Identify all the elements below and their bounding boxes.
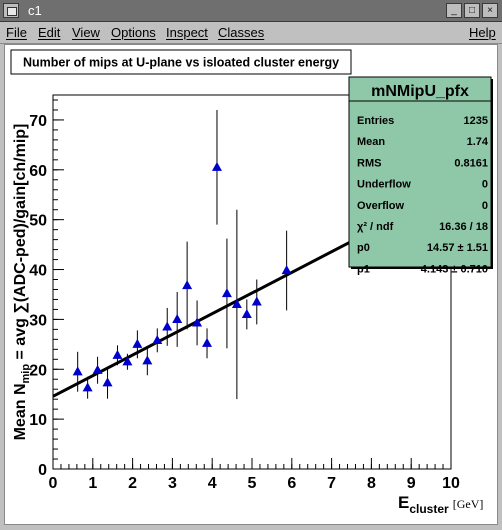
menu-file[interactable]: File: [6, 25, 27, 40]
x-tick-label: 2: [128, 475, 137, 492]
x-tick-label: 7: [327, 475, 336, 492]
x-tick-label: 3: [168, 475, 177, 492]
data-point-marker: [142, 355, 153, 365]
stats-row-label: Mean: [357, 136, 385, 148]
y-tick-label: 30: [29, 312, 47, 329]
menu-view[interactable]: View: [72, 25, 100, 40]
data-point-marker: [102, 377, 113, 387]
stats-title: mNMipU_pfx: [371, 83, 469, 100]
data-point-marker: [241, 309, 252, 319]
window-title: c1: [28, 3, 42, 18]
stats-box-body: [348, 76, 492, 268]
x-axis-label: Ecluster [GeV]: [398, 493, 483, 516]
stats-row-label: p1: [357, 263, 370, 275]
data-point-marker: [172, 314, 183, 323]
plot-canvas[interactable]: Number of mips at U-plane vs isloated cl…: [4, 44, 498, 525]
x-label-sub: cluster: [409, 502, 449, 516]
stats-row-value: 0: [482, 200, 488, 212]
stats-row-value: 0.8161: [454, 157, 488, 169]
data-point-marker: [162, 321, 173, 331]
y-tick-label: 10: [29, 412, 47, 429]
x-tick-label: 4: [208, 475, 217, 492]
data-points: [72, 109, 292, 400]
data-point-marker: [152, 334, 163, 344]
menu-bar: File Edit View Options Inspect Classes H…: [0, 22, 502, 44]
window-menu-icon[interactable]: [3, 3, 19, 18]
data-point-marker: [122, 356, 133, 366]
close-button[interactable]: ×: [482, 3, 498, 18]
x-tick-label: 6: [287, 475, 296, 492]
data-point-marker: [281, 265, 292, 275]
x-tick-label: 10: [442, 475, 460, 492]
stats-row-value: 16.36 / 18: [439, 221, 488, 233]
menu-inspect[interactable]: Inspect: [166, 25, 208, 40]
title-box: [10, 49, 352, 75]
window-titlebar: c1 _ □ ×: [0, 0, 502, 22]
y-label-post: = avg ∑(ADC-ped)/gain[ch/mip]: [12, 124, 29, 364]
y-tick-label: 50: [29, 213, 47, 230]
chart-svg: Number of mips at U-plane vs isloated cl…: [10, 49, 493, 516]
x-tick-label: 9: [407, 475, 416, 492]
x-label-main: E: [398, 493, 409, 512]
stats-row-value: 4.143 ± 0.710: [421, 263, 488, 275]
data-point-marker: [202, 337, 213, 347]
stats-row-label: Entries: [357, 115, 394, 127]
stats-row-label: RMS: [357, 157, 381, 169]
data-point-marker: [132, 338, 143, 348]
data-point-marker: [231, 299, 242, 309]
stats-row-label: χ² / ndf: [357, 221, 394, 233]
stats-rows: Entries 1235 Mean 1.74 RMS 0.8161 Underflow 0 Ov…: [357, 115, 489, 275]
x-tick-label: 5: [248, 475, 257, 492]
x-label-unit: [GeV]: [453, 497, 484, 511]
menu-edit[interactable]: Edit: [38, 25, 61, 40]
data-point-marker: [192, 317, 203, 327]
stats-row-label: p0: [357, 242, 370, 254]
data-point-marker: [72, 366, 83, 376]
data-point-marker: [112, 349, 123, 359]
y-label-pre: Mean N: [12, 383, 29, 440]
data-point-marker: [82, 382, 93, 392]
y-tick-label: 70: [29, 113, 47, 130]
stats-row-value: 1.74: [467, 136, 489, 148]
menu-options[interactable]: Options: [111, 25, 156, 40]
y-tick-label: 0: [38, 462, 47, 479]
maximize-button[interactable]: □: [464, 3, 480, 18]
stats-box: mNMipU_pfx Entries 1235 Mean 1.74 RMS 0.8161 U…: [348, 76, 493, 275]
data-point-marker: [211, 161, 222, 171]
chart-title: Number of mips at U-plane vs isloated cl…: [23, 56, 339, 70]
stats-row-label: Underflow: [357, 179, 411, 191]
y-axis-label: Mean Nmip = avg ∑(ADC-ped)/gain[ch/mip]: [12, 124, 32, 441]
y-label-sub: mip: [20, 364, 32, 384]
x-tick-label: 8: [367, 475, 376, 492]
menu-help[interactable]: Help: [469, 25, 496, 40]
stats-row-value: 0: [482, 179, 488, 191]
y-tick-label: 20: [29, 362, 47, 379]
stats-row-value: 1235: [464, 115, 488, 127]
y-tick-label: 40: [29, 263, 47, 280]
x-tick-label: 1: [88, 475, 97, 492]
minimize-button[interactable]: _: [446, 3, 462, 18]
y-tick-label: 60: [29, 163, 47, 180]
menu-classes[interactable]: Classes: [218, 25, 265, 40]
axis-ticks: 0 1 2 3 4 5 6 7 8 9 10 0 10 20 30 40 50 60 70: [29, 99, 460, 492]
data-point-marker: [92, 364, 103, 374]
data-point-marker: [221, 288, 232, 298]
data-point-marker: [251, 296, 262, 306]
stats-row-value: 14.57 ± 1.51: [427, 242, 488, 254]
stats-row-label: Overflow: [357, 200, 405, 212]
x-tick-label: 0: [49, 475, 58, 492]
data-point-marker: [182, 280, 193, 290]
